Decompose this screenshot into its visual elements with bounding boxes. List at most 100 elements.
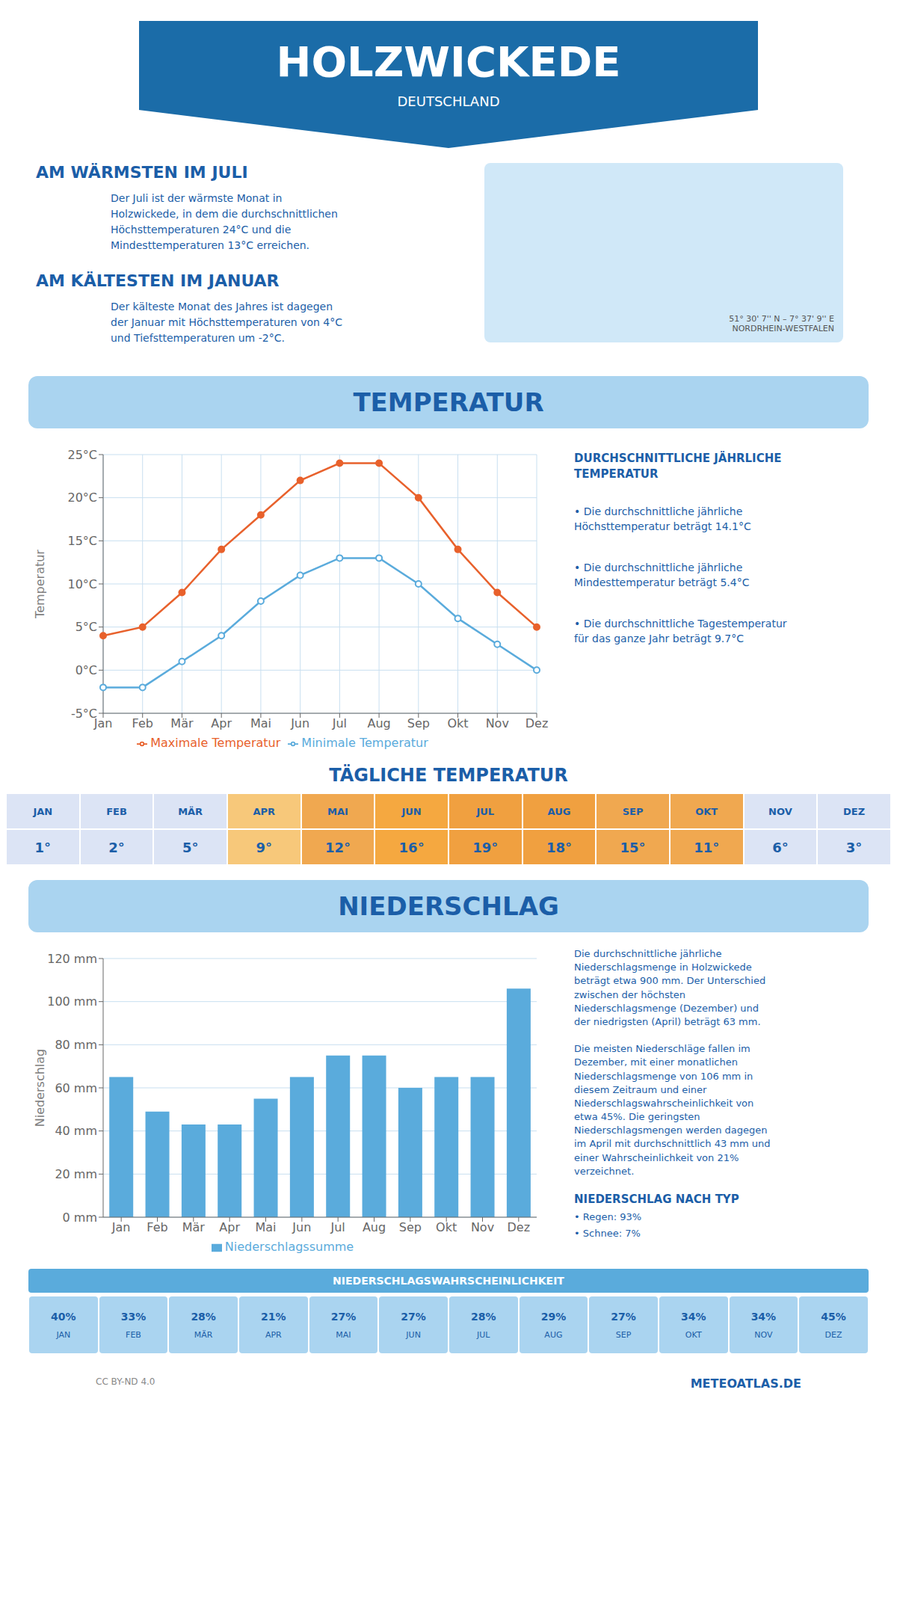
html-text:28%: 28%: [470, 1309, 496, 1322]
svg-text:Jul: Jul: [330, 1219, 346, 1235]
svg-text:Dez: Dez: [507, 1219, 531, 1235]
svg-text:Dez: Dez: [525, 716, 549, 731]
html-text:15°: 15°: [620, 839, 646, 855]
svg-text:Mai: Mai: [250, 716, 272, 731]
html-text:Die meisten Niederschläge fall: Die meisten Niederschläge fallen im Deze…: [574, 1042, 771, 1177]
html-text:SEP: SEP: [622, 805, 644, 817]
html-text:JUL: JUL: [476, 805, 495, 817]
html-text:19°: 19°: [472, 839, 499, 855]
html-text:MÄR: MÄR: [177, 805, 203, 817]
html-text:29%: 29%: [540, 1309, 567, 1322]
svg-text:Okt: Okt: [447, 716, 468, 731]
svg-text:40 mm: 40 mm: [54, 1123, 98, 1138]
html-text:45%: 45%: [820, 1309, 847, 1322]
html-text:METEOATLAS.DE: METEOATLAS.DE: [690, 1376, 802, 1391]
svg-text:Niederschlag: Niederschlag: [32, 1048, 48, 1128]
svg-text:Jan: Jan: [111, 1219, 131, 1235]
svg-text:Aug: Aug: [367, 716, 391, 731]
html-text:6°: 6°: [772, 839, 789, 855]
svg-text:Nov: Nov: [485, 716, 510, 731]
svg-text:Mär: Mär: [182, 1219, 206, 1235]
html-text:NIEDERSCHLAG: NIEDERSCHLAG: [337, 891, 560, 921]
svg-text:-5°C: -5°C: [71, 706, 98, 721]
svg-text:Okt: Okt: [435, 1219, 457, 1235]
svg-text:20°C: 20°C: [67, 490, 98, 505]
svg-text:Sep: Sep: [399, 1219, 422, 1235]
html-text:JUN: JUN: [401, 805, 422, 817]
html-text:12°: 12°: [325, 839, 351, 855]
svg-text:Jul: Jul: [331, 716, 347, 731]
svg-text:Mär: Mär: [170, 716, 194, 731]
html-text:16°: 16°: [398, 839, 425, 855]
html-text:• Regen: 93%: • Regen: 93%: [574, 1210, 642, 1223]
html-text:Der Juli ist der wärmste Monat: Der Juli ist der wärmste Monat in Holzwi…: [110, 192, 338, 252]
html-text:• Die durchschnittliche Tagest: • Die durchschnittliche Tagestemperatur …: [574, 617, 787, 645]
html-text:21%: 21%: [260, 1309, 286, 1322]
html-text:NIEDERSCHLAGSWAHRSCHEINLICHKEI: NIEDERSCHLAGSWAHRSCHEINLICHKEIT: [332, 1274, 565, 1287]
svg-text:Apr: Apr: [210, 716, 232, 731]
svg-text:Jun: Jun: [291, 1219, 311, 1235]
html-text:Minimale Temperatur: Minimale Temperatur: [301, 735, 429, 750]
html-text:34%: 34%: [750, 1309, 776, 1322]
svg-text:Jun: Jun: [290, 716, 310, 731]
html-text:HOLZWICKEDE: HOLZWICKEDE: [276, 37, 621, 86]
html-text:33%: 33%: [120, 1309, 146, 1322]
html-text:Die durchschnittliche jährlich: Die durchschnittliche jährliche Niedersc…: [574, 947, 766, 1027]
svg-text:60 mm: 60 mm: [54, 1080, 98, 1096]
svg-text:0°C: 0°C: [75, 663, 98, 678]
svg-text:100 mm: 100 mm: [47, 994, 98, 1009]
html-text:Der kälteste Monat des Jahres: Der kälteste Monat des Jahres ist dagege…: [110, 300, 343, 344]
html-text:• Die durchschnittliche jährli: • Die durchschnittliche jährliche Höchst…: [574, 505, 752, 532]
html-text:• Die durchschnittliche jährli: • Die durchschnittliche jährliche Mindes…: [574, 561, 750, 589]
html-text:NOV: NOV: [768, 805, 793, 817]
svg-text:Nov: Nov: [470, 1219, 495, 1235]
html-text:40%: 40%: [50, 1309, 76, 1322]
html-text:DEUTSCHLAND: DEUTSCHLAND: [397, 93, 500, 110]
html-text:TÄGLICHE TEMPERATUR: TÄGLICHE TEMPERATUR: [329, 764, 568, 786]
html-text:AUG: AUG: [547, 805, 571, 817]
html-text:18°: 18°: [546, 839, 572, 855]
svg-text:Temperatur: Temperatur: [32, 549, 48, 619]
svg-text:Feb: Feb: [146, 1219, 168, 1235]
html-text:NIEDERSCHLAG NACH TYP: NIEDERSCHLAG NACH TYP: [574, 1192, 740, 1206]
html-text:27%: 27%: [330, 1309, 356, 1322]
svg-text:10°C: 10°C: [67, 577, 98, 592]
html-text:JAN: JAN: [33, 805, 53, 817]
html-text:34%: 34%: [680, 1309, 707, 1322]
svg-text:Sep: Sep: [407, 716, 430, 731]
svg-text:Jan: Jan: [93, 716, 113, 731]
svg-text:15°C: 15°C: [67, 533, 98, 548]
html-text:28%: 28%: [190, 1309, 216, 1322]
svg-text:25°C: 25°C: [67, 447, 98, 462]
html-text:MAI: MAI: [327, 805, 349, 817]
html-text:27%: 27%: [400, 1309, 427, 1322]
html-text:DURCHSCHNITTLICHE JÄHRLICHE TE: DURCHSCHNITTLICHE JÄHRLICHE TEMPERATUR: [574, 451, 782, 481]
html-text:3°: 3°: [846, 839, 863, 855]
html-text:9°: 9°: [256, 839, 273, 855]
svg-text:5°C: 5°C: [75, 619, 98, 634]
svg-text:Mai: Mai: [254, 1219, 276, 1235]
html-text:• Schnee: 7%: • Schnee: 7%: [574, 1227, 641, 1239]
html-text:AM KÄLTESTEN IM JANUAR: AM KÄLTESTEN IM JANUAR: [35, 271, 280, 291]
svg-text:Apr: Apr: [219, 1219, 240, 1235]
html-text:FEB: FEB: [106, 805, 127, 817]
html-text:DEZ: DEZ: [843, 805, 865, 817]
svg-text:Aug: Aug: [362, 1219, 386, 1235]
svg-text:20 mm: 20 mm: [54, 1166, 98, 1182]
html-text:Niederschlagssumme: Niederschlagssumme: [224, 1239, 354, 1254]
html-text:Maximale Temperatur: Maximale Temperatur: [150, 735, 281, 750]
svg-text:120 mm: 120 mm: [47, 951, 98, 966]
svg-text:80 mm: 80 mm: [54, 1037, 98, 1052]
html-text:APR: APR: [253, 805, 276, 817]
svg-text:0 mm: 0 mm: [62, 1210, 98, 1225]
html-text:27%: 27%: [610, 1309, 636, 1322]
html-text:2°: 2°: [108, 839, 125, 855]
html-text:AM WÄRMSTEN IM JULI: AM WÄRMSTEN IM JULI: [35, 162, 248, 182]
html-text:11°: 11°: [693, 839, 720, 855]
html-text:51° 30' 7'' N – 7° 37' 9'' E N: 51° 30' 7'' N – 7° 37' 9'' E NORDRHEIN-W…: [728, 313, 835, 334]
html-text:TEMPERATUR: TEMPERATUR: [353, 387, 544, 418]
html-text:OKT: OKT: [695, 805, 718, 817]
svg-text:Feb: Feb: [132, 716, 154, 731]
html-text:5°: 5°: [182, 839, 199, 855]
html-text:1°: 1°: [34, 839, 51, 855]
